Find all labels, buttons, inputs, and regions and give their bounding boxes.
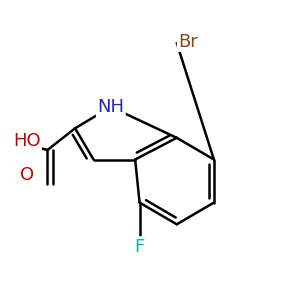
Text: Br: Br	[178, 32, 198, 50]
Text: HO: HO	[13, 132, 40, 150]
Text: O: O	[20, 166, 34, 184]
Text: F: F	[134, 238, 145, 256]
Text: NH: NH	[97, 98, 124, 116]
